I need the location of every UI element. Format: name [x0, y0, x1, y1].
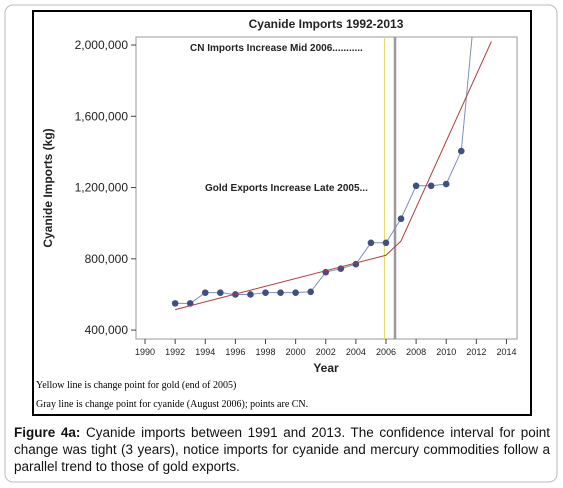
caption-label: Figure 4a: — [14, 425, 81, 440]
data-point — [247, 291, 254, 298]
y-tick-label: 400,000 — [85, 323, 129, 337]
data-point — [262, 289, 269, 296]
x-tick-label: 2014 — [496, 347, 516, 357]
plot — [171, 37, 492, 339]
caption-text: Cyanide imports between 1991 and 2013. T… — [14, 425, 551, 474]
y-tick-label: 1,200,000 — [75, 181, 129, 195]
data-point — [442, 180, 450, 188]
y-tick-label: 800,000 — [85, 252, 129, 266]
data-point — [397, 215, 405, 223]
note: Gray line is change point for cyanide (A… — [36, 399, 309, 410]
data-point — [412, 182, 420, 190]
y-axis-label: Cyanide Imports (kg) — [41, 128, 55, 247]
data-point — [277, 289, 284, 296]
data-point — [367, 239, 375, 247]
y-tick-label: 2,000,000 — [75, 38, 129, 52]
x-tick-label: 1990 — [135, 347, 155, 357]
annotation: CN Imports Increase Mid 2006........... — [190, 43, 363, 54]
data-point — [217, 289, 224, 296]
chart-frame — [32, 10, 532, 416]
data-point — [382, 239, 390, 247]
series-line — [175, 41, 492, 311]
annotation: Gold Exports Increase Late 2005... — [205, 183, 368, 194]
data-point — [201, 289, 209, 296]
x-tick-label: 1996 — [225, 347, 245, 357]
x-tick-label: 1992 — [165, 347, 185, 357]
data-point — [307, 288, 314, 296]
x-tick-label: 2006 — [376, 347, 396, 357]
x-tick-label: 2012 — [466, 347, 486, 357]
x-tick-label: 2008 — [406, 347, 426, 357]
x-tick-label: 2000 — [286, 347, 306, 357]
data-point — [171, 300, 179, 307]
x-tick-label: 2004 — [346, 347, 366, 357]
note: Yellow line is change point for gold (en… — [36, 380, 237, 391]
data-point — [457, 147, 465, 155]
x-tick-label: 1998 — [255, 347, 275, 357]
x-tick-label: 1994 — [195, 347, 215, 357]
x-tick-label: 2002 — [316, 347, 336, 357]
figure-border — [4, 4, 558, 483]
data-point — [352, 260, 360, 268]
data-point — [292, 289, 299, 296]
caption: Figure 4a: Cyanide imports between 1991 … — [14, 424, 550, 475]
x-tick-label: 2010 — [436, 347, 456, 357]
data-point — [427, 182, 435, 190]
chart-title: Cyanide Imports 1992-2013 — [249, 17, 404, 31]
y-tick-label: 1,600,000 — [75, 109, 129, 123]
x-axis-label: Year — [313, 361, 339, 375]
